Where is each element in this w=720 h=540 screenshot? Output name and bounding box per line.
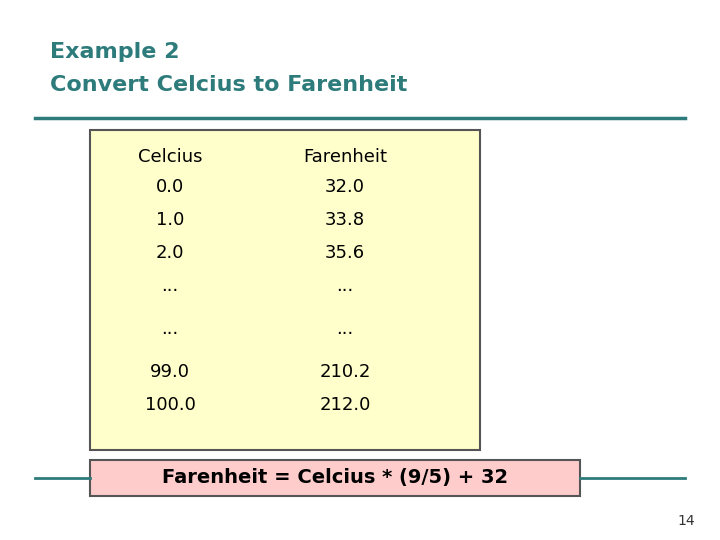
Text: 100.0: 100.0 <box>145 396 195 414</box>
FancyBboxPatch shape <box>90 130 480 450</box>
Text: ...: ... <box>336 320 354 338</box>
Text: 35.6: 35.6 <box>325 244 365 262</box>
Text: Convert Celcius to Farenheit: Convert Celcius to Farenheit <box>50 75 408 95</box>
Text: 210.2: 210.2 <box>319 363 371 381</box>
Text: Example 2: Example 2 <box>50 42 179 62</box>
Text: 2.0: 2.0 <box>156 244 184 262</box>
Text: 32.0: 32.0 <box>325 178 365 196</box>
Text: ...: ... <box>336 277 354 295</box>
Text: 1.0: 1.0 <box>156 211 184 229</box>
Text: 0.0: 0.0 <box>156 178 184 196</box>
Text: ...: ... <box>161 320 179 338</box>
Text: ...: ... <box>161 277 179 295</box>
Text: Farenheit = Celcius * (9/5) + 32: Farenheit = Celcius * (9/5) + 32 <box>162 469 508 488</box>
Text: 99.0: 99.0 <box>150 363 190 381</box>
Text: Celcius: Celcius <box>138 148 202 166</box>
Text: Farenheit: Farenheit <box>303 148 387 166</box>
Text: 212.0: 212.0 <box>319 396 371 414</box>
Text: 14: 14 <box>678 514 695 528</box>
FancyBboxPatch shape <box>90 460 580 496</box>
Text: 33.8: 33.8 <box>325 211 365 229</box>
